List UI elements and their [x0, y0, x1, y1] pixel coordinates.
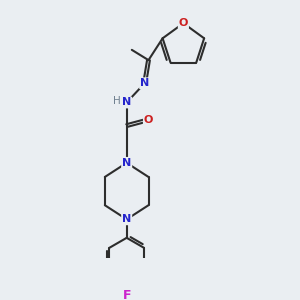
Text: N: N	[122, 98, 131, 107]
Text: H: H	[112, 96, 120, 106]
Text: O: O	[144, 116, 153, 125]
Text: N: N	[140, 78, 149, 88]
Text: F: F	[122, 289, 131, 300]
Text: N: N	[122, 214, 131, 224]
Text: O: O	[179, 18, 188, 28]
Text: N: N	[122, 158, 131, 168]
